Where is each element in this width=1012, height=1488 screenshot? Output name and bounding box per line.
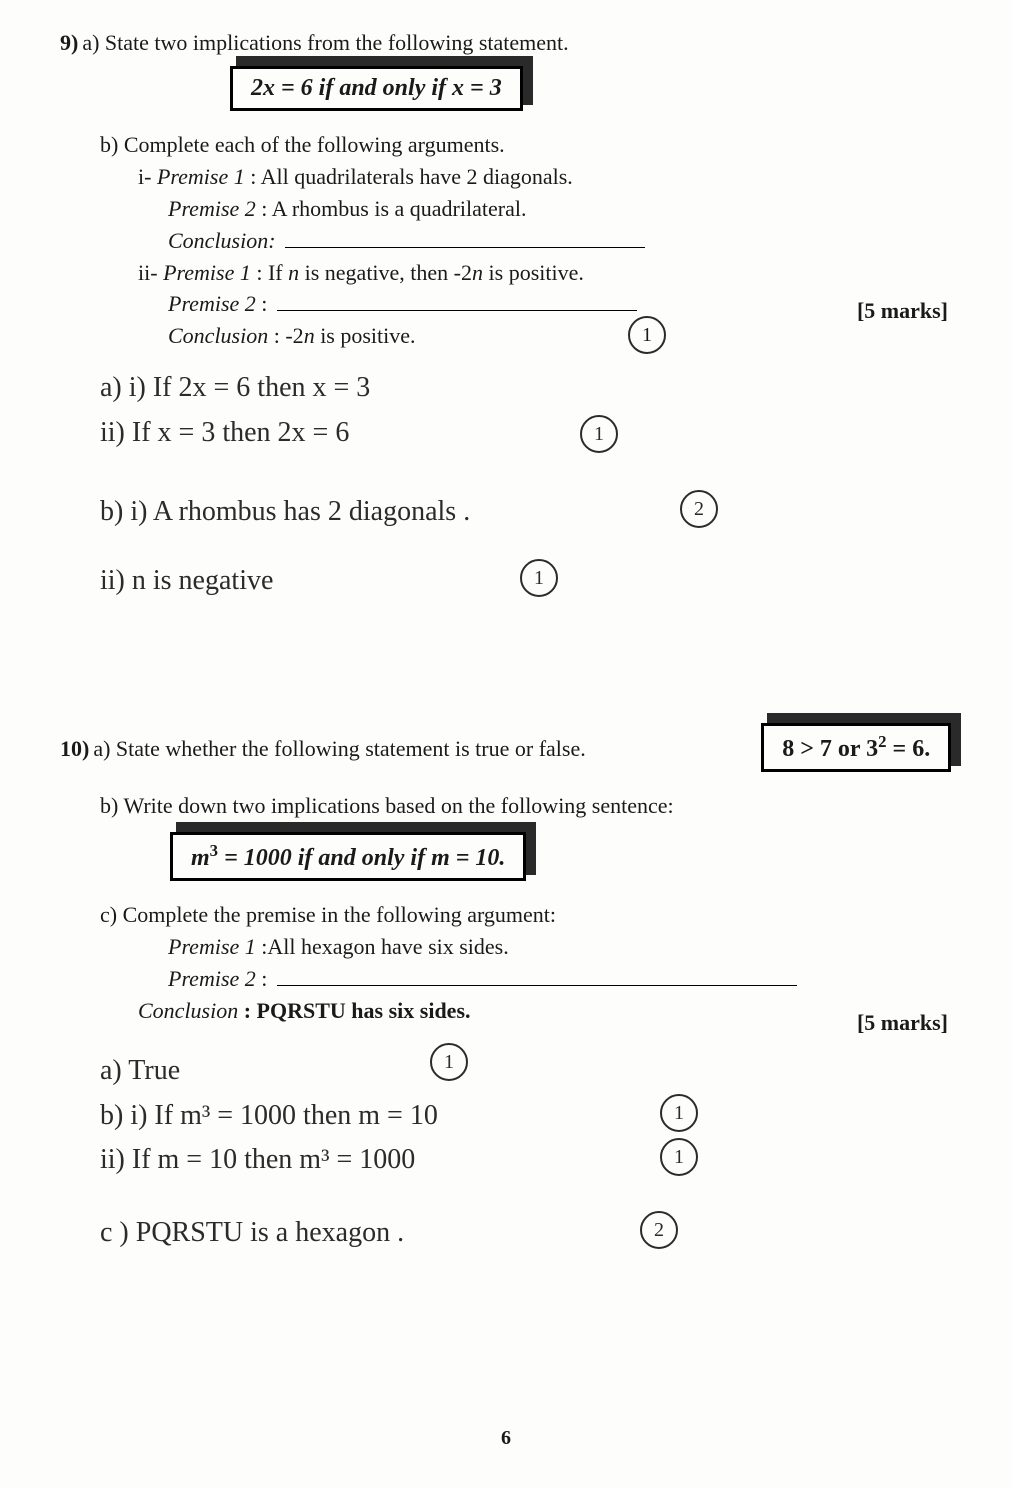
q9-b-i-conclusion: Conclusion: — [168, 225, 952, 257]
grading-mark: 1 — [520, 559, 558, 597]
hw-line: ii) If x = 3 then 2x = 6 1 — [100, 411, 952, 456]
hw-line: a) i) If 2x = 6 then x = 3 — [100, 366, 952, 411]
grading-mark: 1 — [660, 1094, 698, 1132]
grading-mark: 1 — [580, 415, 618, 453]
q9-a-label: a) State two implications from the follo… — [82, 30, 568, 55]
page-number: 6 — [0, 1427, 1012, 1450]
worksheet-page: 9) a) State two implications from the fo… — [0, 0, 1012, 1488]
hw-line: c ) PQRSTU is a hexagon . 2 — [100, 1211, 952, 1256]
q9-marks: [5 marks] — [857, 298, 948, 324]
hw-line: ii) n is negative 1 — [100, 559, 952, 604]
q10-statement2: m3 = 1000 if and only if m = 10. — [170, 832, 526, 881]
hw-line: ii) If m = 10 then m³ = 1000 1 — [100, 1138, 952, 1183]
q10-marks: [5 marks] — [857, 1010, 948, 1036]
grading-mark: 2 — [640, 1211, 678, 1249]
q9-b-i-p2: Premise 2 : A rhombus is a quadrilateral… — [168, 193, 952, 225]
blank-line — [277, 294, 637, 311]
blank-line — [277, 969, 797, 986]
q10-c-p2: Premise 2 : — [168, 963, 952, 995]
q9-number: 9) — [60, 30, 78, 55]
q10-number: 10) — [60, 736, 89, 761]
q10-statement1: 8 > 7 or 32 = 6. — [761, 723, 951, 772]
q10-c-p1: Premise 1 :All hexagon have six sides. — [168, 931, 952, 963]
blank-line — [285, 231, 645, 248]
q9-b-i: i- Premise 1 : All quadrilaterals have 2… — [138, 161, 952, 193]
q9-handwritten: a) i) If 2x = 6 then x = 3 ii) If x = 3 … — [100, 366, 952, 603]
q10-b: b) Write down two implications based on … — [100, 790, 952, 822]
q9-b-ii-p2: Premise 2 : — [168, 288, 952, 320]
q10-c-conclusion: Conclusion : PQRSTU has six sides. — [138, 995, 952, 1027]
q9-statement-text: 2x = 6 if and only if x = 3 — [251, 75, 502, 101]
hw-line: b) i) A rhombus has 2 diagonals . 2 — [100, 490, 952, 535]
q9-boxed-statement: 2x = 6 if and only if x = 3 — [230, 66, 523, 111]
grading-mark: 1 — [628, 316, 666, 354]
q10-c: c) Complete the premise in the following… — [100, 899, 952, 931]
q10-boxed-statement-2: m3 = 1000 if and only if m = 10. — [170, 832, 526, 881]
q9-b: b) Complete each of the following argume… — [100, 129, 952, 161]
hw-line: b) i) If m³ = 1000 then m = 10 1 — [100, 1094, 952, 1139]
question-10: 10) a) State whether the following state… — [60, 713, 952, 1256]
q9-b-ii-conclusion: Conclusion : -2n is positive. 1 — [168, 320, 952, 352]
q10-a: a) State whether the following statement… — [93, 736, 591, 761]
q9-b-ii: ii- Premise 1 : If n is negative, then -… — [138, 257, 952, 289]
grading-mark: 2 — [680, 490, 718, 528]
grading-mark: 1 — [430, 1043, 468, 1081]
question-9: 9) a) State two implications from the fo… — [60, 30, 952, 603]
grading-mark: 1 — [660, 1138, 698, 1176]
q10-boxed-statement-1: 8 > 7 or 32 = 6. — [761, 723, 951, 772]
q10-handwritten: a) True 1 b) i) If m³ = 1000 then m = 10… — [100, 1049, 952, 1256]
hw-line: a) True 1 — [100, 1049, 952, 1094]
